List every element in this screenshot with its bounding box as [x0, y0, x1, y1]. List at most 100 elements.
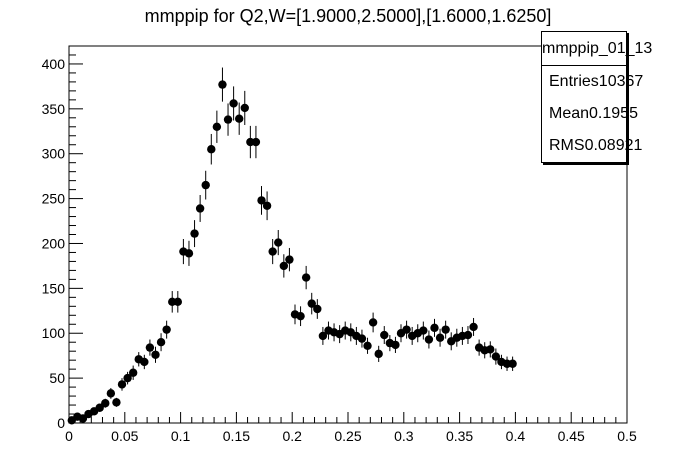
data-marker: [229, 99, 238, 108]
data-marker: [419, 326, 428, 335]
stats-rms-value: 0.08921: [584, 137, 643, 154]
data-point: [307, 292, 316, 315]
y-tick-label: 0: [57, 415, 65, 431]
data-point: [296, 306, 305, 327]
x-tick-label: 0.1: [171, 428, 191, 444]
y-tick-label: 150: [42, 280, 66, 296]
data-point: [318, 326, 328, 345]
data-point: [106, 387, 116, 399]
data-point: [430, 318, 439, 337]
data-marker: [274, 238, 283, 247]
x-tick-label: 0.2: [282, 428, 302, 444]
data-point: [218, 67, 227, 102]
data-marker: [190, 229, 199, 238]
data-point: [234, 102, 244, 135]
x-axis: 0 0.05 0.1 0.15 0.2 0.25 0.3 0.35 0.4 0.45 0.5: [65, 412, 637, 444]
data-point: [435, 328, 445, 347]
data-marker: [363, 341, 372, 351]
data-marker: [491, 352, 501, 361]
data-marker: [173, 297, 183, 307]
data-point: [469, 317, 478, 336]
data-point: [140, 354, 149, 370]
data-point: [424, 330, 434, 349]
data-point: [285, 247, 294, 272]
data-marker: [240, 103, 249, 113]
data-marker: [424, 335, 434, 344]
x-tick-label: 0.4: [506, 428, 526, 444]
data-point: [257, 186, 266, 215]
data-marker: [402, 325, 411, 334]
data-marker: [195, 204, 205, 213]
y-tick-label: 100: [42, 325, 66, 341]
data-point: [391, 336, 400, 353]
data-marker: [301, 273, 311, 282]
x-tick-label: 0.05: [111, 428, 138, 444]
x-tick-label: 0.15: [223, 428, 250, 444]
data-marker: [469, 322, 478, 332]
data-marker: [313, 304, 322, 314]
data-marker: [374, 349, 383, 359]
stats-entries-value: 10367: [598, 73, 644, 90]
data-marker: [251, 137, 261, 147]
data-point: [184, 240, 194, 266]
data-point: [402, 320, 411, 339]
stats-box: mmppip_01_13 Entries 10367 Mean 0.1955 R…: [541, 31, 652, 163]
data-point: [212, 110, 222, 143]
stats-rms-row: RMS 0.08921: [542, 130, 642, 162]
data-point: [486, 341, 495, 358]
data-marker: [268, 247, 277, 256]
stats-mean-value: 0.1955: [589, 105, 638, 122]
data-point: [117, 378, 127, 391]
x-tick-label: 0: [65, 428, 73, 444]
data-point: [162, 320, 171, 339]
plot-title: mmppip for Q2,W=[1.9000,2.5000],[1.6000,…: [145, 6, 552, 26]
data-point: [207, 133, 216, 165]
data-point: [223, 103, 233, 136]
data-point: [156, 333, 166, 352]
data-point: [279, 254, 289, 278]
data-marker: [218, 80, 227, 89]
data-point: [145, 339, 155, 356]
data-marker: [357, 334, 367, 343]
y-tick-label: 350: [42, 101, 66, 117]
data-point: [374, 345, 383, 362]
x-tick-label: 0.25: [334, 428, 361, 444]
data-point: [368, 312, 378, 333]
data-marker: [234, 114, 244, 123]
data-point: [95, 403, 104, 412]
data-marker: [368, 318, 378, 327]
data-marker: [257, 196, 266, 205]
data-point: [357, 329, 367, 348]
data-point: [491, 348, 501, 365]
data-marker: [106, 389, 116, 398]
data-point: [151, 346, 160, 363]
data-marker: [112, 398, 121, 407]
data-point: [201, 170, 210, 200]
data-point: [363, 337, 372, 354]
data-point: [229, 86, 238, 121]
data-marker: [508, 359, 517, 368]
stats-entries-label: Entries: [549, 73, 599, 90]
data-marker: [201, 180, 210, 190]
data-point: [313, 299, 322, 319]
data-marker: [117, 380, 127, 389]
stats-mean-row: Mean 0.1955: [542, 98, 638, 130]
data-marker: [156, 338, 166, 347]
x-tick-label: 0.3: [394, 428, 414, 444]
y-tick-label: 250: [42, 191, 66, 207]
data-marker: [128, 368, 138, 377]
data-marker: [441, 325, 450, 334]
data-point: [101, 398, 110, 408]
y-tick-label: 300: [42, 146, 66, 162]
y-tick-label: 50: [49, 370, 65, 386]
data-marker: [223, 115, 233, 124]
data-marker: [307, 299, 316, 308]
data-point: [78, 414, 88, 423]
data-marker: [151, 350, 160, 359]
data-marker: [207, 145, 216, 154]
data-marker: [123, 373, 132, 383]
data-marker: [212, 122, 222, 131]
data-marker: [162, 325, 171, 334]
data-point: [190, 220, 199, 248]
